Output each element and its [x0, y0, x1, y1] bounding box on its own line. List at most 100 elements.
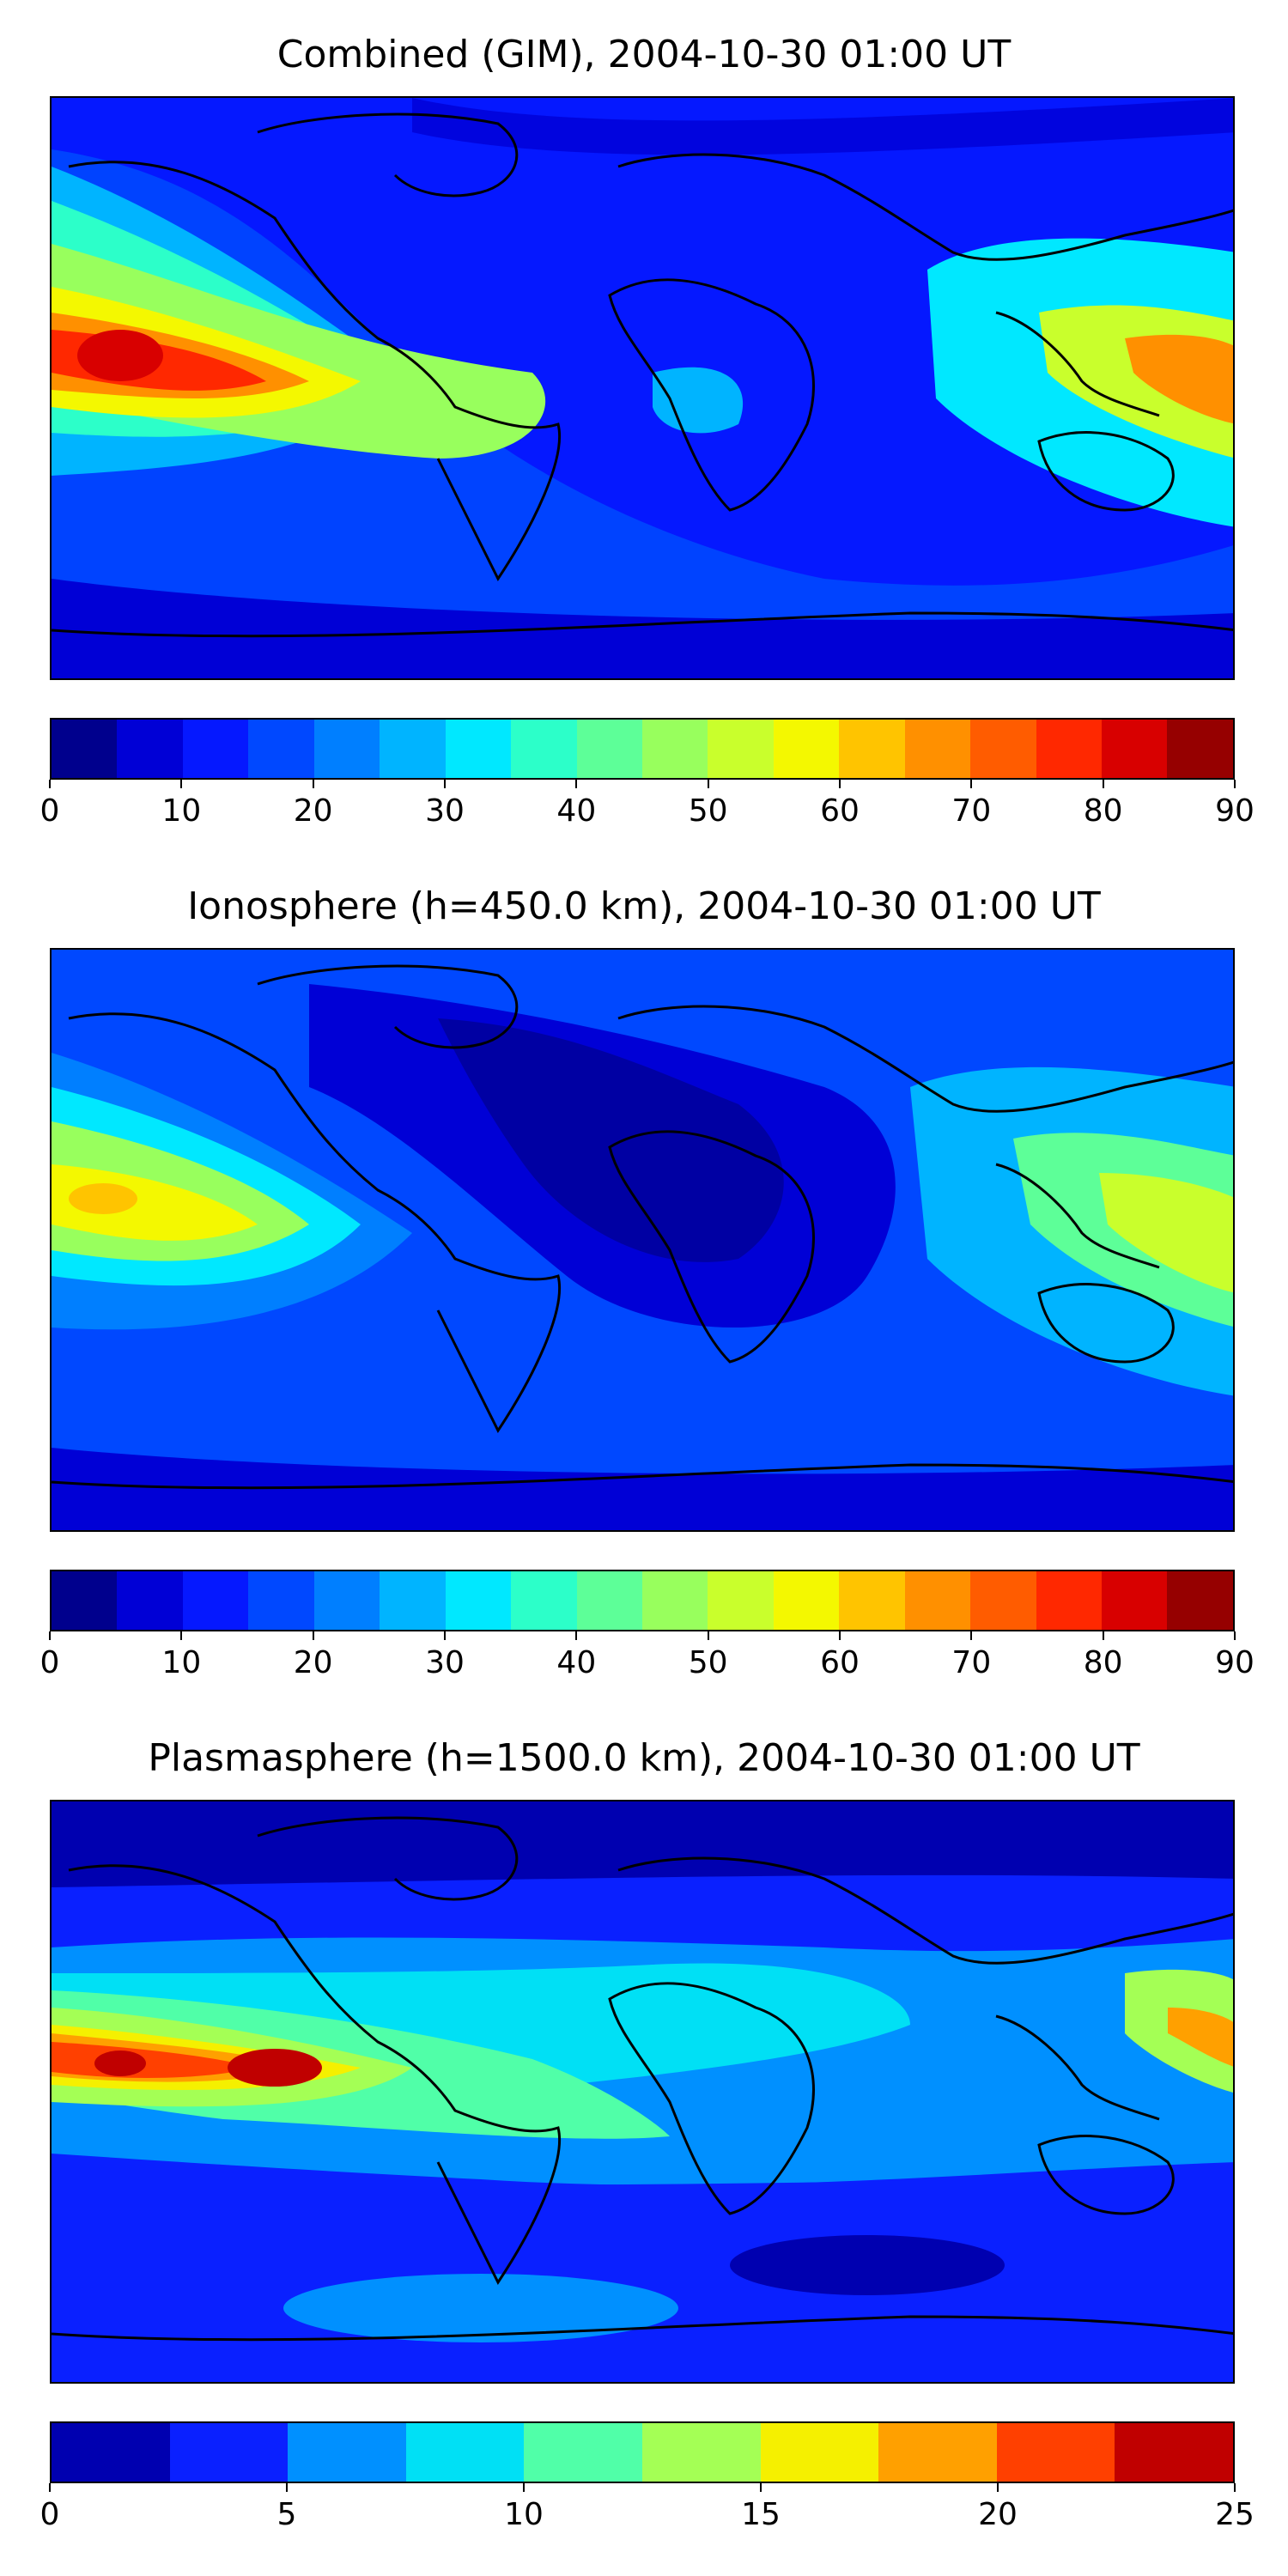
colorbar-tick [180, 780, 183, 788]
colorbar-segment [52, 2423, 170, 2482]
colorbar-segment [760, 2423, 879, 2482]
colorbar-segment [904, 720, 971, 778]
colorbar-tick-label: 20 [293, 793, 333, 829]
colorbar-segment [445, 720, 512, 778]
colorbar-tick [1102, 1631, 1104, 1640]
tec-map [50, 96, 1235, 680]
colorbar-tick [1234, 1631, 1236, 1640]
colorbar-tick [312, 780, 314, 788]
colorbar-segment [1036, 720, 1102, 778]
colorbar-tick [1102, 780, 1104, 788]
tec-map-plot [52, 950, 1233, 1530]
tec-map [50, 948, 1235, 1532]
colorbar-segment [1167, 1571, 1233, 1630]
colorbar-tick-label: 60 [820, 1645, 860, 1680]
colorbar-segment [839, 1571, 905, 1630]
colorbar-tick-label: 40 [556, 1645, 597, 1680]
colorbar-segment [641, 720, 708, 778]
colorbar-tick [997, 2483, 999, 2492]
colorbar-tick-label: 20 [978, 2497, 1018, 2532]
colorbar-segment [313, 1571, 380, 1630]
colorbar-segment [773, 1571, 840, 1630]
tec-map-plot [52, 98, 1233, 678]
colorbar-segment [182, 1571, 249, 1630]
colorbar-tick [49, 1631, 51, 1640]
colorbar-tick [1234, 2483, 1236, 2492]
colorbar-segment [52, 1571, 118, 1630]
colorbar-segment [576, 720, 642, 778]
colorbar-segment [52, 720, 118, 778]
colorbar-segment [248, 1571, 314, 1630]
colorbar-tick-label: 10 [504, 2497, 544, 2532]
colorbar-tick-label: 90 [1215, 1645, 1255, 1680]
colorbar-segment [641, 2423, 761, 2482]
colorbar-segment [445, 1571, 512, 1630]
colorbar-tick [444, 780, 446, 788]
colorbar-segment [405, 2423, 525, 2482]
colorbar-tick [839, 1631, 841, 1640]
colorbar-segment [904, 1571, 971, 1630]
colorbar-tick [575, 780, 578, 788]
colorbar-segment [878, 2423, 997, 2482]
panel-title: Ionosphere (h=450.0 km), 2004-10-30 01:0… [187, 884, 1101, 928]
colorbar-tick [523, 2483, 525, 2492]
colorbar-tick-label: 0 [39, 793, 60, 829]
colorbar-tick-label: 25 [1215, 2497, 1255, 2532]
colorbar-ticks: 0 10 20 30 40 50 60 70 80 90 [40, 1631, 1255, 1692]
colorbar-segment [1036, 1571, 1102, 1630]
colorbar-tick-label: 10 [161, 793, 202, 829]
colorbar-segment [970, 720, 1036, 778]
colorbar-segment [248, 720, 314, 778]
colorbar-tick [970, 780, 973, 788]
colorbar-segment [524, 2423, 642, 2482]
colorbar-segment [511, 1571, 577, 1630]
colorbar-ticks: 0 5 10 15 20 25 [40, 2483, 1255, 2543]
colorbar [50, 718, 1235, 780]
colorbar-tick-label: 80 [1083, 1645, 1123, 1680]
colorbar-tick [49, 780, 51, 788]
colorbar [50, 2421, 1235, 2483]
panel-title: Plasmasphere (h=1500.0 km), 2004-10-30 0… [148, 1736, 1140, 1780]
colorbar-tick [575, 1631, 578, 1640]
colorbar-segment [708, 720, 774, 778]
colorbar-tick [707, 780, 709, 788]
colorbar-tick [707, 1631, 709, 1640]
colorbar-tick-label: 20 [293, 1645, 333, 1680]
colorbar-segment [380, 720, 446, 778]
tec-map-plot [52, 1801, 1233, 2382]
colorbar-segment [117, 1571, 183, 1630]
colorbar-segment [1115, 2423, 1233, 2482]
colorbar-tick-label: 10 [161, 1645, 202, 1680]
colorbar-segment [641, 1571, 708, 1630]
colorbar-tick [180, 1631, 183, 1640]
colorbar-segment [288, 2423, 406, 2482]
colorbar-segment [970, 1571, 1036, 1630]
panel-title: Combined (GIM), 2004-10-30 01:00 UT [276, 33, 1012, 76]
colorbar-tick [312, 1631, 314, 1640]
colorbar-tick [839, 780, 841, 788]
colorbar-tick [1234, 780, 1236, 788]
colorbar-tick-label: 30 [425, 1645, 465, 1680]
colorbar-segment [313, 720, 380, 778]
colorbar-segment [169, 2423, 289, 2482]
colorbar-tick [286, 2483, 288, 2492]
colorbar-segment [996, 2423, 1115, 2482]
colorbar-tick [760, 2483, 762, 2492]
colorbar-tick-label: 70 [951, 793, 992, 829]
colorbar-ticks: 0 10 20 30 40 50 60 70 80 90 [40, 780, 1255, 840]
colorbar-segment [117, 720, 183, 778]
colorbar-segment [511, 720, 577, 778]
colorbar-segment [839, 720, 905, 778]
colorbar-tick-label: 80 [1083, 793, 1123, 829]
colorbar-segment [1167, 720, 1233, 778]
colorbar-tick-label: 50 [688, 793, 728, 829]
colorbar-tick [444, 1631, 446, 1640]
colorbar-segment [182, 720, 249, 778]
colorbar-segment [708, 1571, 774, 1630]
colorbar-tick-label: 30 [425, 793, 465, 829]
colorbar-tick-label: 40 [556, 793, 597, 829]
colorbar-tick-label: 60 [820, 793, 860, 829]
colorbar-tick [49, 2483, 51, 2492]
colorbar-segment [1102, 1571, 1168, 1630]
colorbar [50, 1570, 1235, 1631]
